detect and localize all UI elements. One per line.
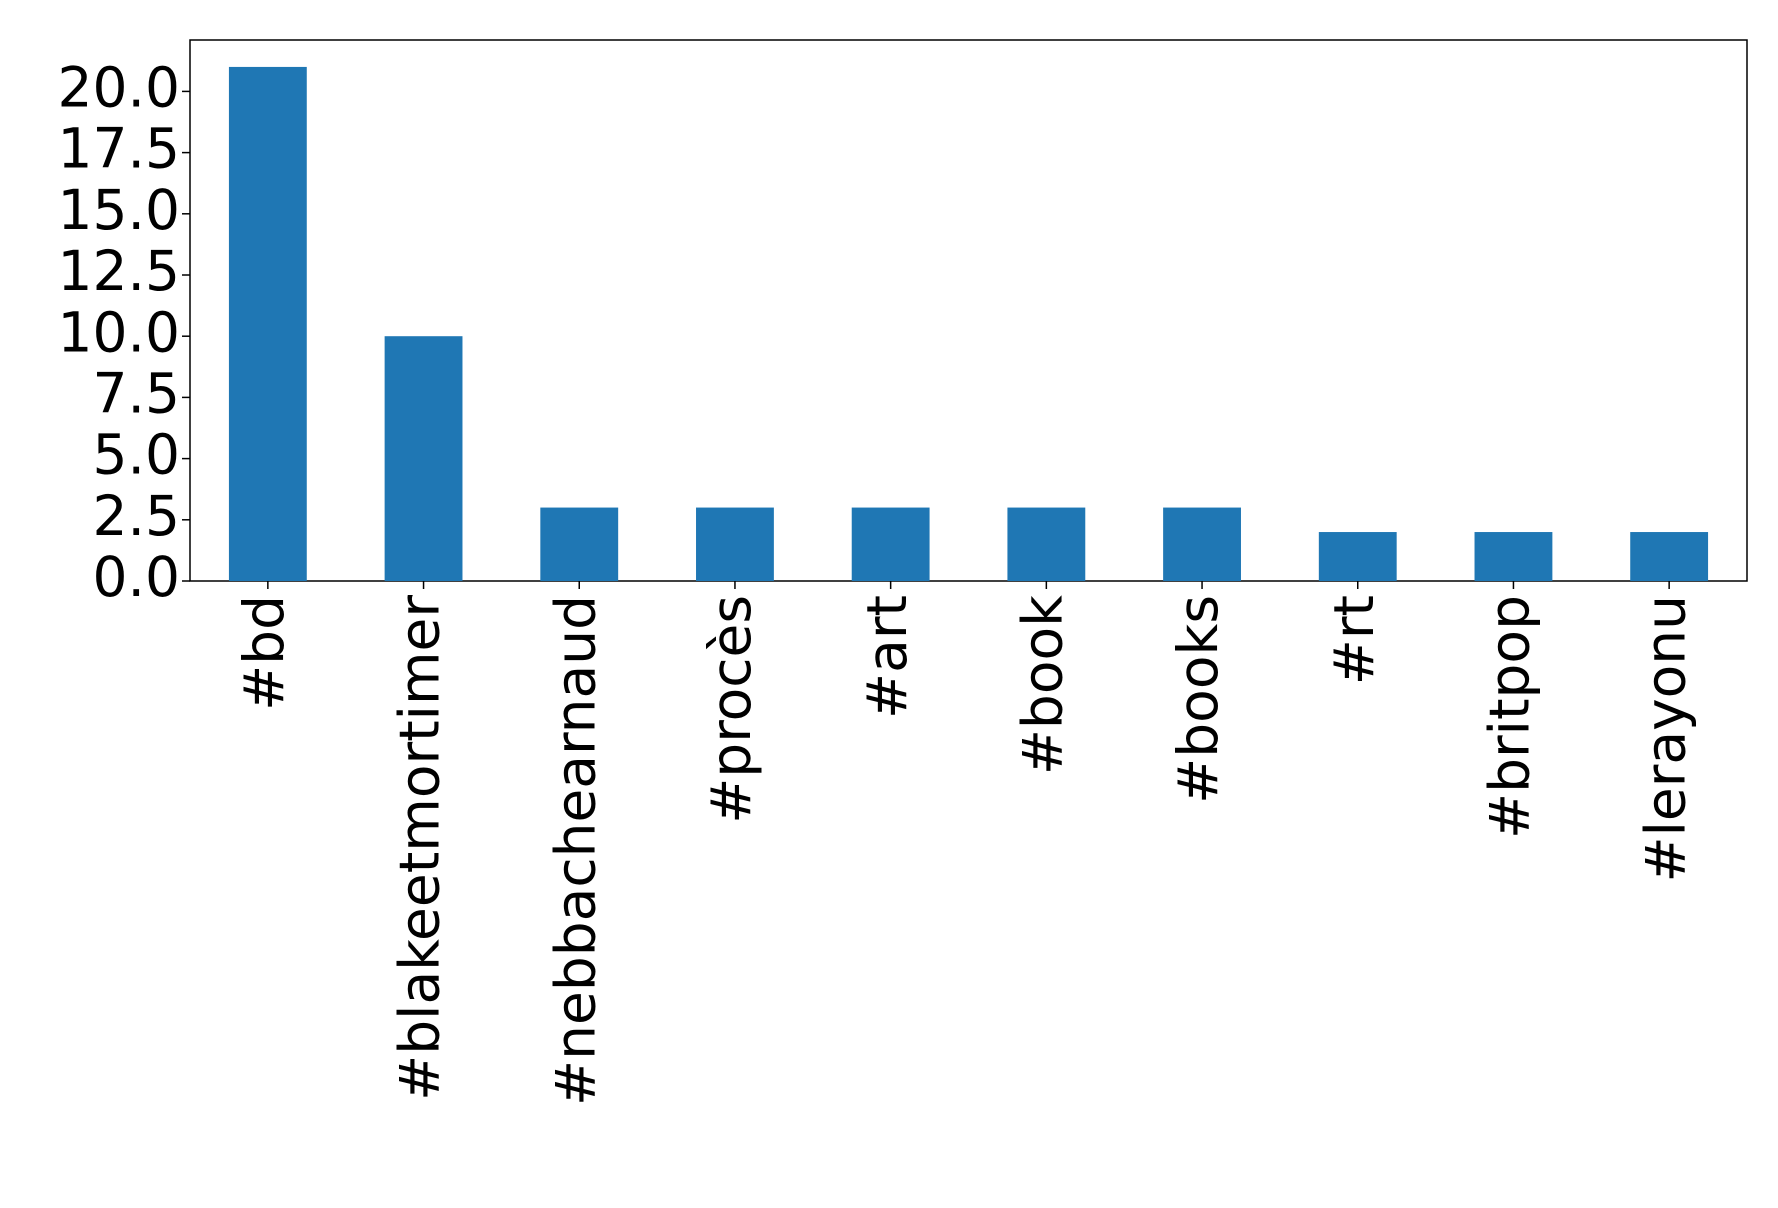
x-tick-label: #lerayonu bbox=[1633, 595, 1697, 882]
bar bbox=[1163, 507, 1241, 581]
x-tick-label: #books bbox=[1166, 595, 1230, 804]
x-tick-label: #blakeetmortimer bbox=[388, 595, 452, 1101]
bar bbox=[696, 507, 774, 581]
y-tick-label: 5.0 bbox=[93, 423, 180, 487]
y-tick-label: 10.0 bbox=[58, 300, 180, 364]
y-tick-label: 7.5 bbox=[93, 362, 180, 426]
bar bbox=[540, 507, 619, 581]
x-tick-label: #rt bbox=[1322, 595, 1386, 685]
x-tick-label: #procès bbox=[699, 595, 763, 824]
y-tick-label: 17.5 bbox=[58, 117, 180, 181]
y-tick-label: 15.0 bbox=[58, 178, 180, 242]
bar bbox=[1474, 532, 1553, 581]
x-tick-label: #britpop bbox=[1478, 595, 1542, 839]
y-tick-label: 0.0 bbox=[93, 545, 180, 609]
y-tick-label: 12.5 bbox=[58, 239, 180, 303]
bar bbox=[228, 66, 307, 581]
x-tick-label: #nebbachearnaud bbox=[543, 595, 607, 1106]
y-tick-label: 2.5 bbox=[93, 484, 180, 548]
bar bbox=[1630, 532, 1709, 581]
bar bbox=[1007, 507, 1086, 581]
bar bbox=[851, 507, 930, 581]
y-tick-label: 20.0 bbox=[58, 56, 180, 120]
bar bbox=[1318, 532, 1397, 581]
x-tick-label: #book bbox=[1010, 595, 1074, 775]
bar bbox=[384, 336, 463, 581]
x-tick-label: #bd bbox=[232, 595, 296, 711]
plot-frame bbox=[189, 39, 1748, 582]
x-tick-label: #art bbox=[855, 595, 919, 719]
